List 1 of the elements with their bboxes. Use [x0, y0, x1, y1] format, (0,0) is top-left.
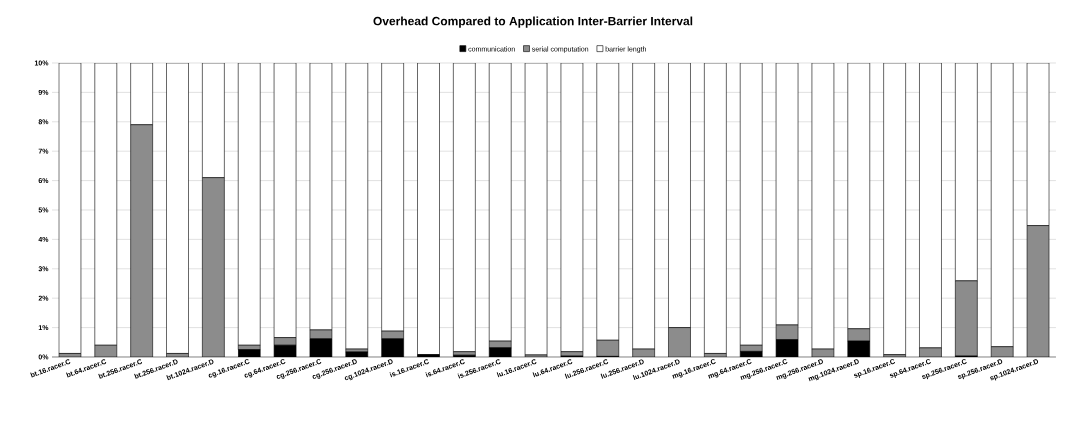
chart-title: Overhead Compared to Application Inter-Barrier Interval	[373, 16, 693, 28]
